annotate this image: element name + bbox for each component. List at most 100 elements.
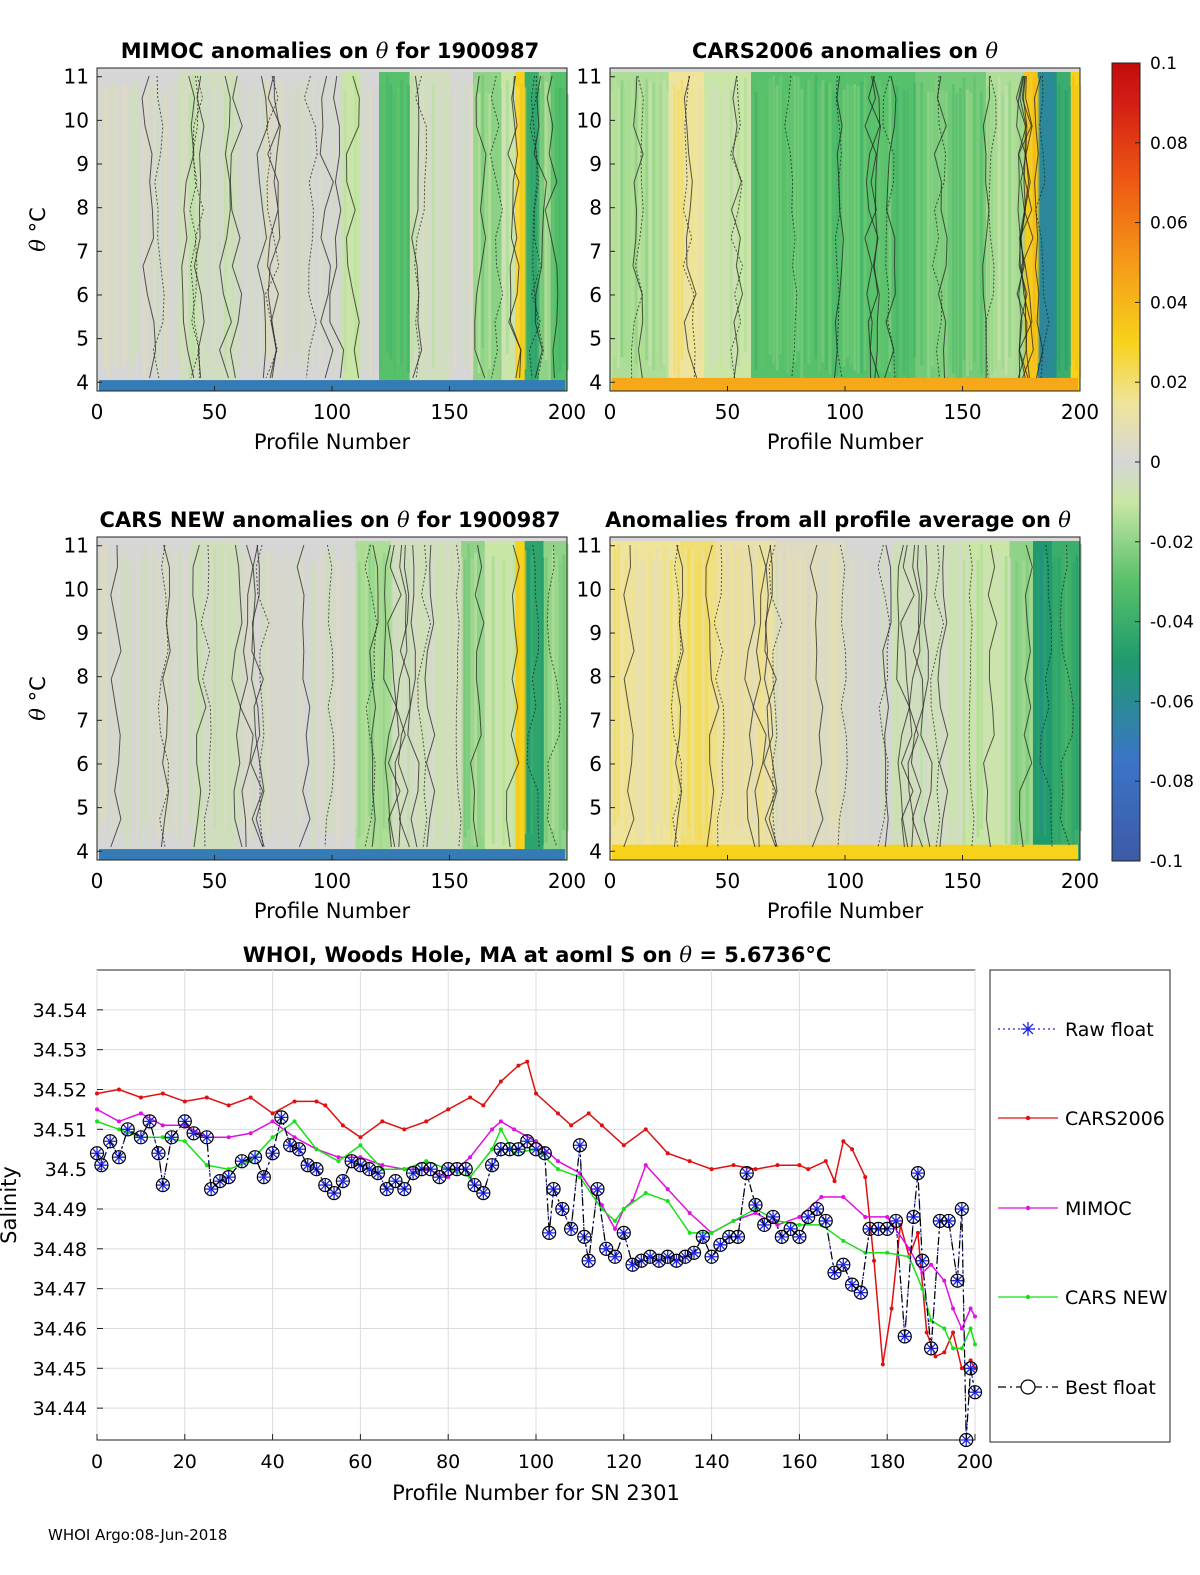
heatmap-streak — [442, 547, 446, 826]
heatmap-streak — [558, 87, 562, 372]
heatmap-streak — [1029, 560, 1033, 850]
heatmap-streak — [613, 80, 617, 357]
data-point — [187, 1127, 200, 1140]
data-point — [889, 1306, 894, 1311]
y-tick-label: 34.52 — [33, 1079, 87, 1101]
data-point — [906, 1209, 921, 1225]
heatmap-streak — [853, 83, 857, 371]
heatmap-streak — [881, 86, 885, 374]
heatmap-streak — [421, 75, 425, 358]
legend-label: CARS NEW — [1065, 1287, 1168, 1309]
heatmap-contour-line — [507, 75, 522, 379]
heatmap-streak — [810, 74, 814, 363]
heatmap-contour-line — [383, 544, 397, 848]
heatmap-streak — [396, 87, 400, 366]
heatmap-streak — [188, 93, 192, 385]
heatmap-streak — [976, 85, 980, 370]
heatmap-streak — [987, 85, 990, 378]
data-point — [423, 1162, 438, 1177]
data-point — [577, 1229, 592, 1244]
data-point — [872, 1222, 885, 1235]
heatmap-streak — [259, 559, 262, 842]
data-point — [730, 1229, 746, 1244]
heatmap-contour-line — [784, 75, 798, 379]
heatmap-streak — [712, 80, 716, 369]
heatmap-contour-line — [1018, 544, 1033, 848]
data-point — [581, 1253, 596, 1268]
heatmap-contour-line — [682, 75, 696, 379]
heatmap-bottom-band — [99, 380, 565, 391]
x-tick-label: 200 — [957, 1451, 993, 1473]
data-point — [432, 1170, 447, 1185]
data-point — [490, 1147, 495, 1152]
heatmap-contour-line — [864, 75, 877, 379]
heatmap-streak — [652, 560, 656, 848]
data-point — [871, 1221, 886, 1236]
heatmap-streak — [817, 86, 821, 372]
heatmap-contour-line — [411, 75, 423, 379]
y-tick-label: 34.49 — [33, 1199, 87, 1221]
heatmap-streak — [142, 548, 146, 823]
heatmap-contour-line — [192, 544, 207, 848]
heatmap-streak — [371, 87, 375, 377]
heatmap-streak — [673, 85, 677, 375]
heatmap-streak — [694, 87, 698, 379]
y-tick-label: 34.46 — [33, 1318, 87, 1340]
heatmap-streak — [428, 560, 432, 849]
heatmap-streak — [248, 92, 252, 371]
heatmap-streak — [199, 558, 203, 843]
data-point — [402, 1127, 407, 1132]
data-point — [950, 1273, 965, 1288]
heatmap-streak — [758, 81, 761, 371]
heatmap-streak — [652, 82, 656, 371]
data-point — [502, 1142, 517, 1157]
heatmap-streak — [648, 548, 652, 838]
heatmap-streak — [361, 545, 365, 834]
heatmap-contour-line — [231, 544, 243, 848]
heatmap-contour-line — [896, 544, 910, 848]
data-point — [709, 1230, 714, 1235]
y-tick-label: 34.47 — [33, 1279, 87, 1301]
data-point — [248, 1095, 253, 1100]
heatmap-streak — [167, 555, 171, 833]
heatmap-contour-line — [984, 75, 997, 379]
x-tick-label: 150 — [943, 869, 981, 893]
data-point — [358, 1135, 363, 1140]
x-tick-label: 50 — [715, 400, 740, 424]
y-tick-label: 8 — [76, 196, 89, 220]
heatmap-streak — [980, 544, 983, 830]
heatmap-contour-line — [528, 75, 542, 379]
heatmap-streak — [958, 543, 962, 835]
heatmap-streak — [417, 547, 421, 832]
y-tick-label: 34.45 — [33, 1358, 87, 1380]
heatmap-contour-line — [250, 544, 264, 848]
heatmap-streak — [789, 560, 793, 854]
data-point — [270, 1135, 275, 1140]
heatmap-contour-line — [729, 75, 744, 379]
data-point — [95, 1107, 99, 1112]
heatmap-streak — [435, 562, 439, 840]
heatmap-streak — [234, 81, 238, 362]
data-point — [665, 1151, 670, 1156]
heatmap-streak — [1018, 85, 1022, 371]
y-tick-label: 6 — [589, 752, 602, 776]
heatmap-streak — [495, 557, 499, 848]
heatmap-streak — [139, 89, 143, 376]
y-tick-label: 11 — [577, 534, 602, 558]
heatmap-streak — [832, 546, 835, 824]
data-point — [577, 1175, 582, 1180]
heatmap-contour-line — [1018, 75, 1033, 379]
data-point — [511, 1142, 526, 1157]
heatmap-streak — [990, 553, 994, 830]
heatmap-streak — [269, 549, 273, 833]
y-tick-label: 34.53 — [33, 1040, 87, 1062]
heatmap-streak — [849, 560, 853, 847]
heatmap-streak — [252, 84, 255, 367]
data-point — [967, 1385, 983, 1400]
data-point — [973, 1314, 977, 1319]
heatmap-streak — [142, 88, 146, 378]
data-point — [152, 1147, 165, 1160]
data-point — [586, 1111, 591, 1116]
heatmap-streak — [648, 80, 652, 367]
